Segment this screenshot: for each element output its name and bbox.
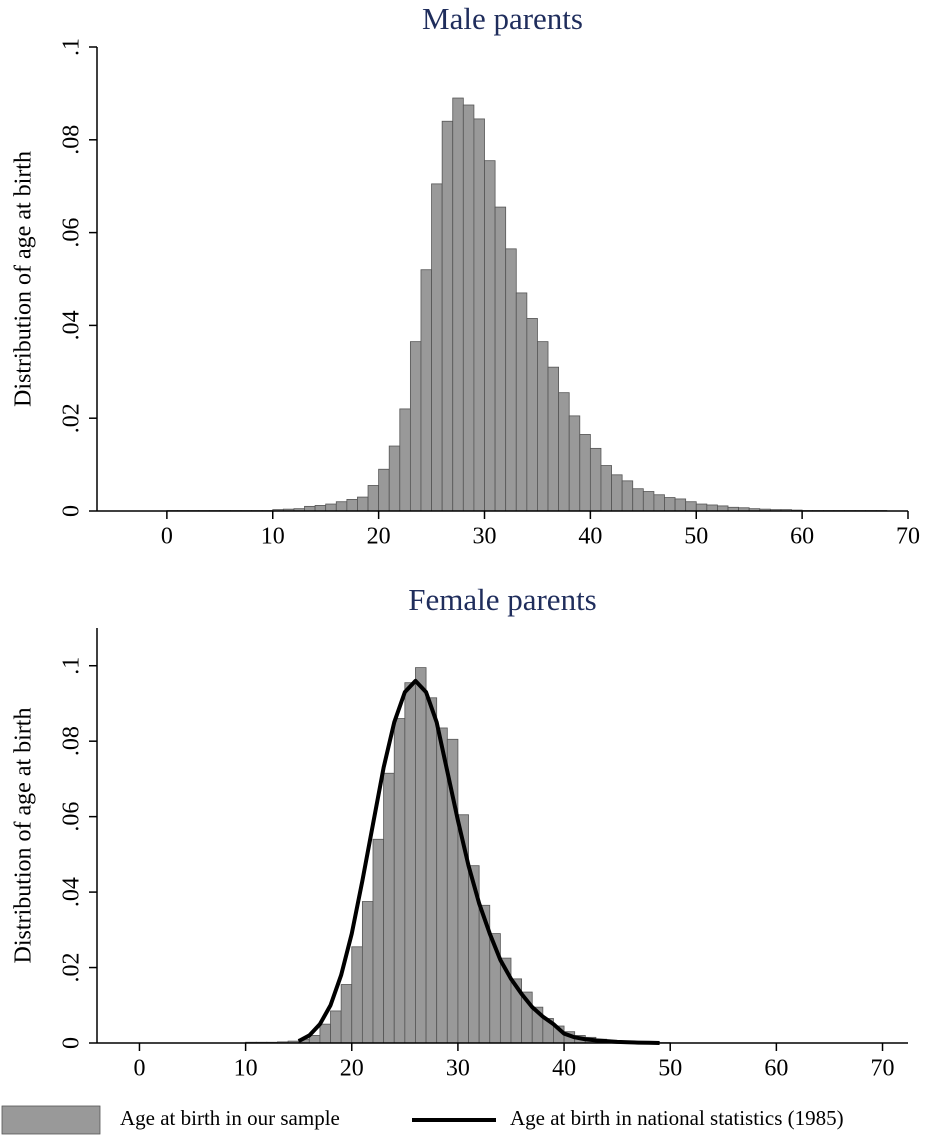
y-tick-label: .04 [59,310,85,340]
bar [314,505,327,512]
bar [436,727,448,1044]
chart-title: Male parents [422,1,583,36]
bar [484,160,496,512]
x-tick-label: 30 [446,1056,470,1082]
bar [558,392,570,512]
bar [325,503,337,512]
bar [383,772,395,1044]
bar [351,946,363,1044]
x-tick-label: 20 [367,524,391,550]
y-tick-label: .02 [59,403,85,433]
legend-label: Age at birth in national statistics (198… [510,1106,844,1130]
bar [653,494,665,512]
x-tick-label: 0 [161,524,173,550]
bar [372,838,385,1044]
bar [367,485,380,512]
bar [346,498,358,512]
x-tick-label: 40 [578,524,602,550]
bar [706,504,718,512]
bar [431,183,443,512]
bar [357,496,369,512]
bar [515,292,528,512]
bar [441,120,454,512]
bar [361,901,374,1044]
y-tick-label: .02 [59,953,85,983]
chart-title: Female parents [408,582,597,617]
y-tick-label: .1 [59,38,85,56]
y-tick-label: .06 [59,802,85,832]
bar [319,1023,331,1044]
bar [717,505,729,512]
y-tick-label: .06 [59,218,85,248]
bar [462,104,475,512]
bar [404,682,416,1044]
bar [589,447,602,512]
legend-label: Age at birth in our sample [120,1106,340,1130]
x-tick-label: 50 [658,1056,682,1082]
line [297,678,660,1045]
bar [547,366,560,512]
bar [611,474,623,512]
bar [415,667,427,1044]
bar [526,318,538,512]
bar [674,498,687,512]
bar [393,718,406,1044]
y-tick-label: 0 [59,1037,85,1049]
x-tick-label: 50 [684,524,708,550]
x-tick-label: 40 [552,1056,576,1082]
bar [409,341,422,512]
bar [388,445,401,512]
y-axis-label: Distribution of age at birth [11,708,37,964]
y-tick-label: .08 [59,125,85,155]
x-tick-label: 70 [871,1056,895,1082]
y-tick-label: 0 [59,505,85,517]
x-tick-label: 10 [234,1056,258,1082]
bar [642,491,655,512]
bar [537,341,549,512]
x-tick-label: 10 [261,524,285,550]
bar [494,206,507,512]
bar [378,468,390,512]
x-tick-label: 70 [896,524,920,550]
bar [568,415,581,512]
bar [335,501,348,512]
bar [505,248,517,512]
bar [621,480,634,512]
y-tick-label: .08 [59,726,85,756]
bar [420,269,432,512]
x-tick-label: 60 [790,524,814,550]
bar [340,984,353,1044]
y-axis-label: Distribution of age at birth [11,151,37,407]
bar [330,1010,342,1044]
bar [695,503,708,512]
bar [600,465,612,512]
y-tick-label: .1 [59,657,85,675]
bar [685,501,697,512]
bar [664,497,676,512]
x-tick-label: 20 [340,1056,364,1082]
x-tick-label: 60 [764,1056,788,1082]
bar [632,488,644,512]
x-tick-label: 0 [133,1056,145,1082]
bar [452,97,464,512]
bar [399,408,411,512]
legend-swatch [1,1105,101,1135]
bar [473,118,485,512]
bar [425,697,438,1044]
y-tick-label: .04 [59,877,85,907]
bar [579,434,591,512]
x-tick-label: 30 [473,524,497,550]
